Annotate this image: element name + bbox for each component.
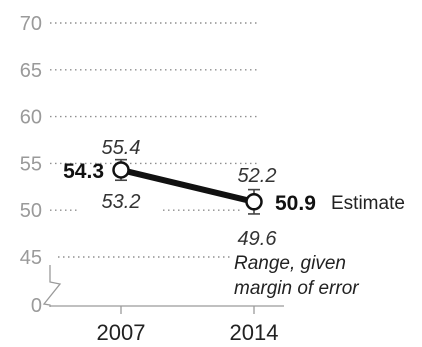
- y-tick-label-0: 0: [31, 295, 42, 317]
- series-line: [118, 166, 257, 205]
- range-note-line-1: Range, given: [234, 253, 346, 274]
- range-note-line-2: margin of error: [234, 278, 359, 299]
- x-tick-label-2007: 2007: [97, 320, 146, 345]
- value-label-2014: 50.9: [275, 192, 316, 215]
- data-point-2007: [112, 161, 130, 179]
- y-tick-label-50: 50: [20, 200, 42, 222]
- series: [112, 158, 263, 215]
- data-labels: 54.3 50.9 55.4 53.2 52.2 49.6: [63, 137, 316, 250]
- y-axis-ticks: 0 45 50 55 60 65 70: [20, 13, 42, 317]
- y-tick-label-55: 55: [20, 153, 42, 175]
- y-tick-label-45: 45: [20, 247, 42, 269]
- upper-bound-label-2007: 55.4: [102, 137, 141, 159]
- estimate-label: Estimate: [331, 193, 405, 214]
- upper-bound-label-2014: 52.2: [238, 165, 277, 187]
- y-tick-label-70: 70: [20, 13, 42, 35]
- lower-bound-label-2007: 53.2: [102, 191, 141, 213]
- axis-break: [42, 265, 62, 307]
- lower-bound-label-2014: 49.6: [238, 228, 278, 250]
- x-axis-ticks: 2007 2014: [97, 306, 279, 345]
- x-tick-label-2014: 2014: [230, 320, 279, 345]
- x-axis: [42, 265, 284, 307]
- annotations: Estimate Range, given margin of error: [234, 193, 405, 299]
- gridlines: [50, 22, 258, 258]
- y-tick-label-60: 60: [20, 107, 42, 129]
- data-point-2014: [245, 193, 263, 211]
- value-label-2007: 54.3: [63, 160, 104, 183]
- y-tick-label-65: 65: [20, 60, 42, 82]
